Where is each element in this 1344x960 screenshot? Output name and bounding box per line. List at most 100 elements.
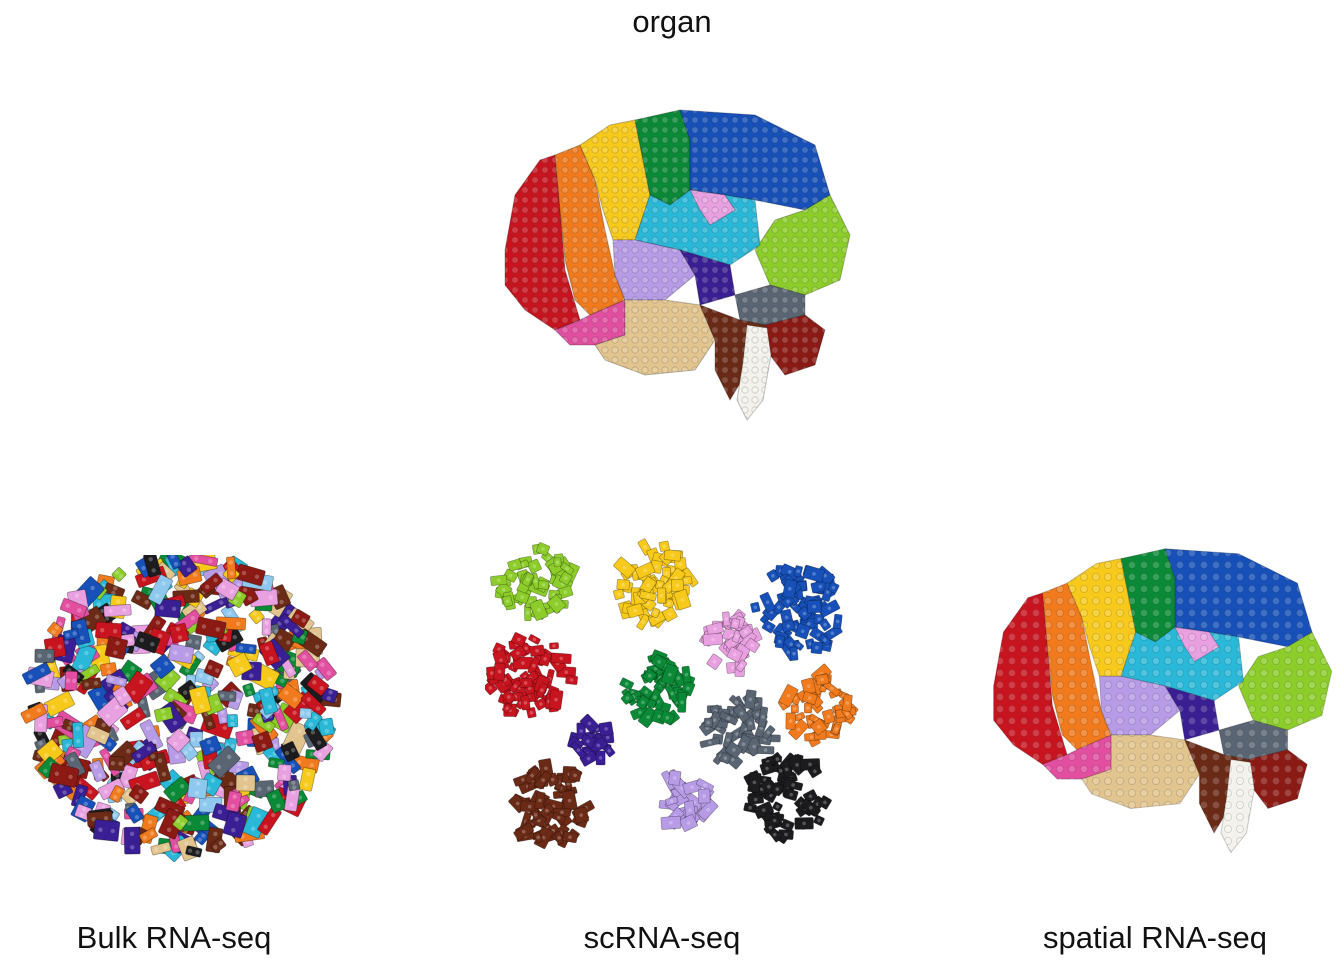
bulk-brick (143, 555, 162, 578)
bulk-brick (225, 790, 243, 813)
sc-brick (658, 540, 670, 552)
bulk-brick (235, 642, 257, 655)
bulk-brick (287, 779, 301, 792)
sc-brick (562, 831, 578, 844)
sc-brick (793, 565, 803, 578)
bulk-brick (47, 621, 64, 638)
sc-brick (747, 771, 762, 793)
sc-brick (639, 576, 657, 595)
bulk-brick (226, 652, 253, 678)
bulk-brick (86, 725, 111, 745)
sc-brick (579, 713, 600, 734)
spatial-studs-frontal-pole (993, 592, 1068, 765)
sc-brick (551, 812, 566, 824)
sc-brick (570, 741, 587, 759)
sc-brick (548, 689, 564, 710)
sc-brick (549, 642, 559, 650)
sc-brick (827, 581, 840, 594)
sc-brick (763, 821, 778, 834)
bulk-brick (235, 729, 256, 747)
bulk-brick (149, 653, 176, 679)
sc-brick (803, 702, 813, 714)
bulk-brick (261, 618, 272, 636)
sc-brick (616, 579, 631, 591)
cluster-lavender (658, 769, 719, 832)
sc-brick (659, 710, 676, 726)
sc-brick (535, 542, 551, 556)
organ-studs-temporal-upper (613, 240, 695, 300)
sc-brick (513, 822, 535, 841)
bulk-brick (207, 745, 241, 779)
sc-brick (747, 794, 765, 806)
sc-brick (639, 590, 657, 602)
bulk-brick (200, 707, 216, 731)
bulk-brick (119, 706, 147, 731)
sc-brick (782, 578, 798, 599)
sc-brick (813, 814, 825, 827)
cluster-red (485, 632, 579, 719)
sc-brick (533, 831, 544, 844)
spatial-studs-temporal-lower (1081, 735, 1200, 809)
bulk-brick (138, 827, 159, 844)
sc-brick (731, 629, 742, 644)
bulk-brick (36, 739, 64, 766)
spatial-studs-thalamus (1165, 686, 1219, 740)
bulk-brick (112, 685, 133, 707)
sc-brick (634, 561, 656, 579)
sc-brick (531, 809, 540, 821)
bulk-brick (62, 628, 80, 641)
sc-brick (679, 814, 698, 832)
sc-brick (490, 574, 508, 586)
sc-brick (664, 684, 680, 703)
sc-brick (509, 645, 527, 662)
bulk-brick (108, 755, 126, 772)
sc-brick (573, 806, 590, 824)
sc-brick (535, 682, 548, 698)
organ-studs-frontal-lower (555, 145, 625, 315)
sc-brick (780, 818, 795, 832)
sc-brick (626, 603, 645, 619)
bulk-brick (94, 621, 123, 640)
bulk-brick (277, 683, 305, 710)
bulk-brick (103, 603, 132, 618)
cluster-lime (490, 542, 580, 622)
organ-studs-brainstem-white (737, 325, 771, 420)
sc-brick (561, 789, 578, 812)
bulk-brick (300, 691, 327, 717)
sc-brick (790, 704, 799, 714)
bulk-bricks-pile-illustration (20, 555, 342, 863)
sc-brick (660, 663, 679, 686)
sc-brick (703, 717, 713, 728)
sc-brick (514, 590, 530, 605)
bulk-brick (195, 616, 227, 640)
cluster-yellow (613, 538, 699, 631)
sc-brick (598, 721, 614, 737)
sc-brick (560, 562, 575, 576)
bulk-brick (318, 717, 335, 737)
bulk-brick (105, 674, 128, 688)
bulk-brick (248, 607, 265, 625)
bulk-brick (168, 622, 190, 644)
sc-brick (663, 549, 682, 562)
bulk-brick (128, 784, 149, 805)
bulk-brick (150, 841, 172, 856)
sc-brick (502, 703, 513, 714)
sc-brick (613, 556, 636, 579)
bulk-brick (321, 687, 339, 704)
sc-brick (512, 656, 534, 670)
bulk-brick (185, 845, 203, 858)
spatial-studs-temporal-upper (1099, 676, 1180, 735)
sc-brick (485, 680, 498, 696)
sc-brick (697, 788, 711, 804)
sc-brick (794, 817, 814, 830)
bulk-brick (125, 803, 145, 824)
organ-studs-frontal-mid (580, 120, 650, 240)
sc-brick (681, 665, 692, 684)
sc-brick (772, 755, 783, 763)
bulk-brick (123, 826, 141, 855)
bulk-brick (226, 713, 239, 728)
sc-brick (662, 606, 678, 623)
organ-studs-occipital (755, 195, 850, 295)
bulk-brick (20, 702, 47, 724)
sc-brick (818, 633, 832, 647)
